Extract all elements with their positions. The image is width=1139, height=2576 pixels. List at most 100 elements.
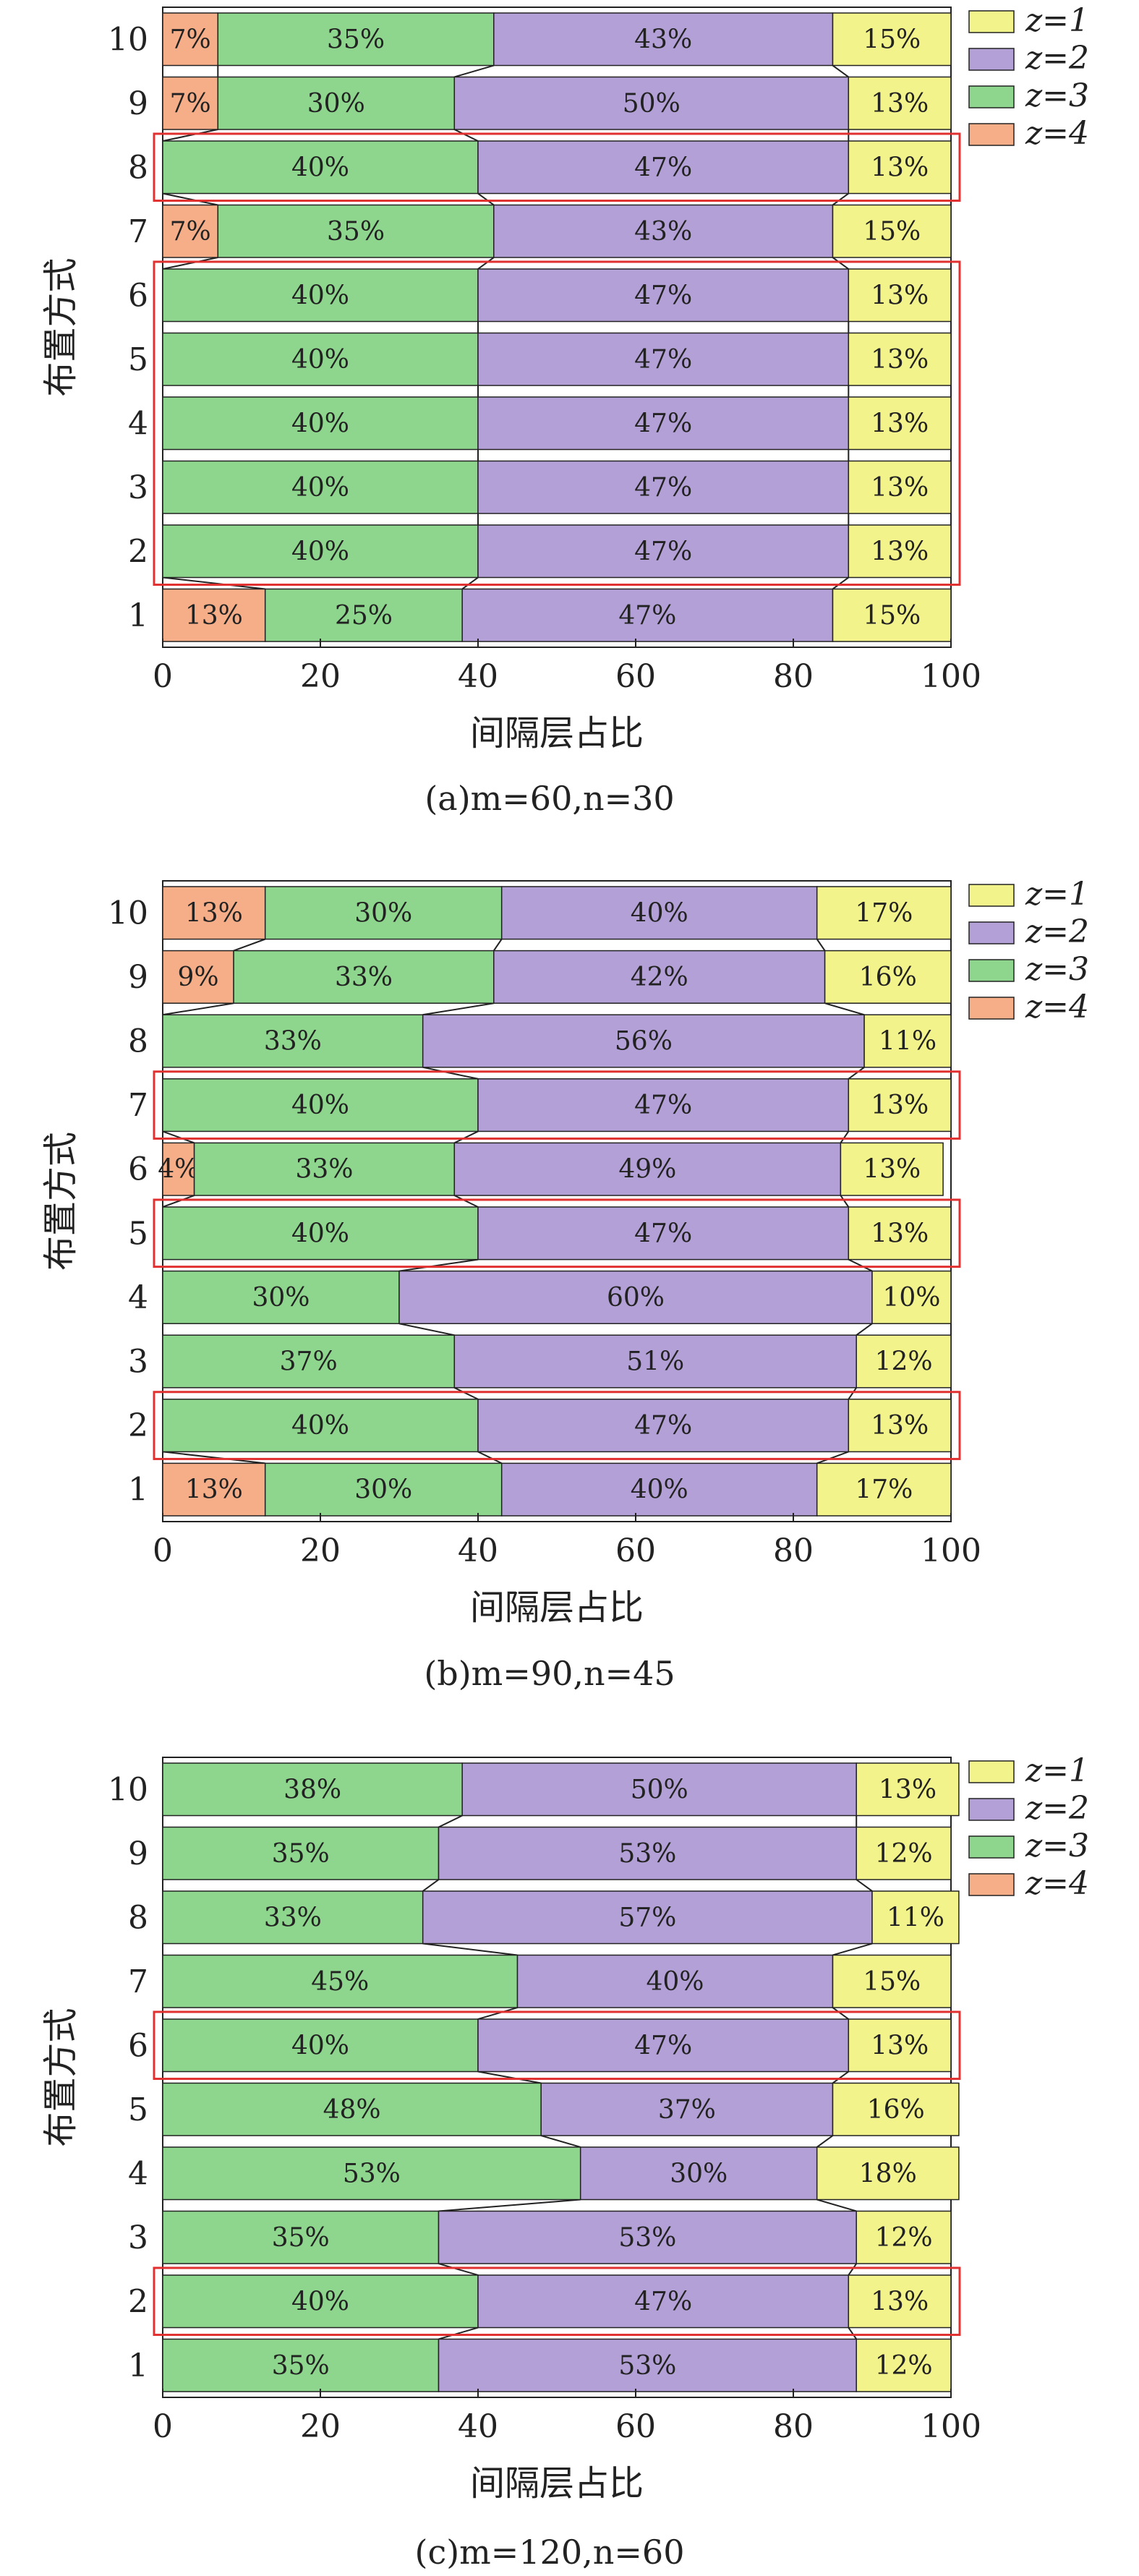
data-label-z2-row-8: 56% bbox=[615, 1027, 673, 1057]
bar-z3-row-8 bbox=[162, 1890, 424, 1945]
y-axis-title: 布置方式 bbox=[40, 2008, 81, 2146]
data-label-z3-row-3: 35% bbox=[272, 2223, 330, 2253]
y-tick-label: 10 bbox=[108, 895, 148, 931]
data-label-z4-row-7: 7% bbox=[170, 217, 211, 247]
data-label-z1-row-4: 10% bbox=[882, 1283, 940, 1313]
data-label-z3-row-6: 40% bbox=[291, 2031, 349, 2060]
bar-z1-row-4 bbox=[871, 1270, 952, 1324]
legend-swatch-z4 bbox=[968, 123, 1015, 146]
data-label-z1-row-7: 13% bbox=[871, 1091, 929, 1120]
series-connector-line bbox=[162, 192, 218, 206]
y-tick-label: 2 bbox=[128, 2283, 148, 2320]
x-tick-label: 80 bbox=[773, 658, 814, 695]
data-label-z4-row-10: 13% bbox=[185, 898, 243, 928]
bar-z3-row-4 bbox=[162, 396, 479, 451]
series-connector-line bbox=[477, 2070, 542, 2084]
bar-z1-row-7 bbox=[832, 1954, 952, 2008]
panel-caption: (c)m=120,n=60 bbox=[415, 2533, 685, 2572]
bar-z3-row-9 bbox=[217, 76, 456, 130]
bar-z1-row-6 bbox=[848, 2018, 952, 2073]
series-connector-line bbox=[453, 129, 479, 142]
data-label-z3-row-9: 35% bbox=[272, 1839, 330, 1869]
series-connector-line bbox=[233, 938, 266, 952]
bar-z3-row-3 bbox=[162, 2210, 440, 2264]
y-tick-label: 4 bbox=[128, 2155, 148, 2192]
data-label-z1-row-2: 13% bbox=[871, 537, 929, 566]
bar-z3-row-4 bbox=[162, 2146, 581, 2201]
series-connector-line bbox=[832, 192, 849, 206]
bar-z4-row-6 bbox=[162, 1142, 195, 1196]
data-label-z2-row-6: 47% bbox=[634, 281, 692, 310]
data-label-z2-row-2: 47% bbox=[634, 2287, 692, 2316]
y-tick-label: 5 bbox=[128, 1215, 148, 1252]
data-label-z4-row-9: 9% bbox=[177, 963, 218, 992]
bar-z2-row-10 bbox=[461, 1762, 857, 1817]
bar-z1-row-1 bbox=[832, 588, 952, 642]
data-label-z2-row-9: 50% bbox=[623, 89, 681, 119]
data-label-z2-row-10: 40% bbox=[631, 898, 688, 928]
chart-panel-3: 35% 53% 12% 40% 47% 13% 35% 53% 12% 53% 30% 18% 48% 3… bbox=[40, 1752, 1089, 2572]
bar-z1-row-4 bbox=[816, 2146, 960, 2201]
x-axis-title: 间隔层占比 bbox=[470, 2463, 644, 2504]
bar-z1-row-5 bbox=[848, 332, 952, 386]
bar-z3-row-3 bbox=[162, 1334, 456, 1389]
data-label-z2-row-6: 49% bbox=[618, 1155, 676, 1185]
series-connector-line bbox=[856, 1323, 873, 1336]
bar-z1-row-5 bbox=[848, 1206, 952, 1261]
data-label-z1-row-3: 12% bbox=[875, 1347, 933, 1377]
series-connector-line bbox=[848, 2263, 858, 2276]
bar-z2-row-2 bbox=[477, 1399, 850, 1453]
series-connector-line bbox=[816, 939, 826, 952]
series-connector-line bbox=[162, 129, 218, 142]
bar-z3-row-7 bbox=[217, 204, 495, 258]
y-tick-label: 3 bbox=[128, 2219, 148, 2256]
data-label-z2-row-3: 53% bbox=[618, 2223, 676, 2253]
y-tick-label: 4 bbox=[128, 405, 148, 442]
bar-z2-row-7 bbox=[516, 1954, 834, 2008]
bar-z2-row-1 bbox=[500, 1462, 818, 1517]
x-tick-label: 40 bbox=[458, 2408, 498, 2445]
bar-z2-row-4 bbox=[477, 396, 850, 451]
x-tick-label: 20 bbox=[300, 658, 341, 695]
series-connector-line bbox=[848, 2326, 858, 2340]
data-label-z1-row-5: 13% bbox=[871, 1219, 929, 1248]
bar-z1-row-6 bbox=[840, 1142, 944, 1196]
bar-z1-row-5 bbox=[832, 2082, 960, 2136]
x-tick-label: 0 bbox=[153, 658, 173, 695]
x-tick-label: 60 bbox=[615, 658, 656, 695]
bar-z2-row-6 bbox=[477, 2018, 850, 2073]
data-label-z3-row-7: 45% bbox=[311, 1967, 369, 1997]
x-tick-label: 100 bbox=[921, 1532, 981, 1569]
series-connector-line bbox=[840, 1195, 850, 1208]
data-label-z2-row-7: 47% bbox=[634, 1091, 692, 1120]
y-tick-label: 2 bbox=[128, 1407, 148, 1444]
bar-z2-row-2 bbox=[477, 524, 850, 579]
data-label-z2-row-2: 47% bbox=[634, 1411, 692, 1441]
series-connector-line bbox=[422, 1942, 518, 1956]
bar-z3-row-10 bbox=[264, 886, 503, 940]
bar-z1-row-3 bbox=[856, 2210, 952, 2264]
y-tick-label: 9 bbox=[128, 959, 148, 996]
highlight-box bbox=[153, 1391, 961, 1460]
bar-z2-row-4 bbox=[398, 1270, 873, 1324]
data-label-z1-row-2: 13% bbox=[871, 2287, 929, 2316]
y-tick-label: 9 bbox=[128, 1835, 148, 1872]
data-label-z2-row-4: 47% bbox=[634, 409, 692, 438]
bar-z1-row-8 bbox=[871, 1890, 960, 1945]
bar-z2-row-5 bbox=[477, 332, 850, 386]
bar-z1-row-8 bbox=[848, 140, 952, 195]
legend-label-z4: z=4 bbox=[1025, 989, 1089, 1025]
data-label-z3-row-4: 30% bbox=[252, 1283, 310, 1313]
data-label-z2-row-10: 50% bbox=[631, 1775, 688, 1804]
bar-z2-row-4 bbox=[579, 2146, 818, 2201]
data-label-z3-row-9: 30% bbox=[307, 89, 365, 119]
series-connector-line bbox=[438, 1814, 463, 1828]
data-label-z1-row-1: 17% bbox=[855, 1475, 913, 1505]
bar-z2-row-5 bbox=[477, 1206, 850, 1261]
data-label-z2-row-8: 47% bbox=[634, 153, 692, 182]
data-label-z2-row-1: 53% bbox=[618, 2351, 676, 2381]
data-label-z1-row-10: 15% bbox=[863, 25, 921, 54]
data-label-z2-row-6: 47% bbox=[634, 2031, 692, 2060]
legend: z=1z=2z=3z=4 bbox=[968, 1752, 1089, 1902]
series-connector-line bbox=[856, 1879, 873, 1892]
